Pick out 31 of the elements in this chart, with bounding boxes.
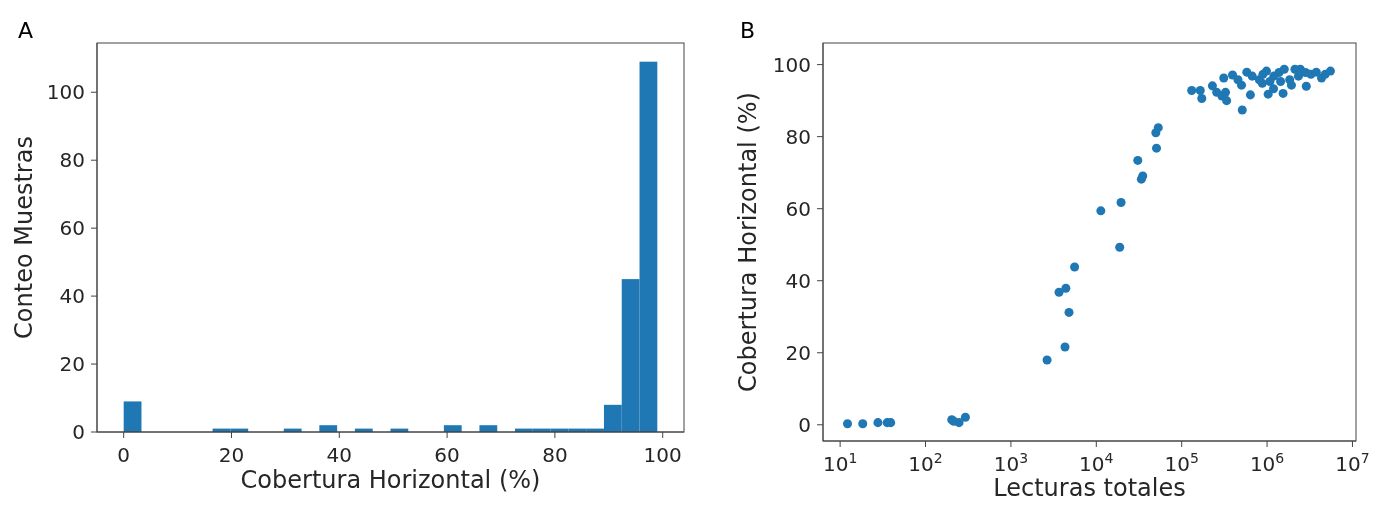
x-tick-label: 60 (434, 443, 460, 467)
chart-title: B (740, 18, 756, 43)
x-tick-label: 10$^{3}$ (993, 450, 1029, 476)
y-tick-label: 60 (59, 216, 85, 241)
x-axis-title: Cobertura Horizontal (%) (240, 466, 541, 494)
y-tick-label: 20 (59, 352, 85, 377)
y-tick-label: 40 (785, 268, 811, 293)
y-axis-title: Cobertura Horizontal (%) (734, 92, 762, 392)
x-tick-label: 10$^{1}$ (822, 450, 858, 476)
y-tick-label: 20 (785, 340, 811, 365)
x-tick-label: 10$^{2}$ (908, 450, 943, 476)
x-tick-label: 80 (542, 443, 568, 467)
y-tick-label: 60 (785, 196, 811, 221)
x-tick-label: 10$^{7}$ (1335, 450, 1370, 476)
x-tick-label: 10$^{4}$ (1079, 450, 1114, 476)
x-tick-label: 10$^{6}$ (1249, 450, 1285, 476)
x-tick-label: 100 (643, 443, 682, 467)
y-axis-title: Conteo Muestras (10, 136, 38, 339)
x-tick-label: 20 (218, 443, 245, 467)
y-tick-label: 40 (59, 284, 85, 309)
y-tick-label: 100 (772, 52, 811, 77)
y-tick-label: 0 (72, 420, 85, 444)
x-tick-label: 0 (117, 443, 131, 467)
x-tick-label: 40 (326, 443, 353, 467)
y-tick-label: 80 (59, 148, 85, 173)
x-axis-title: Lecturas totales (993, 474, 1186, 502)
y-tick-label: 0 (798, 412, 811, 437)
y-tick-label: 100 (46, 80, 85, 105)
y-tick-label: 80 (785, 124, 811, 149)
x-tick-label: 10$^{5}$ (1164, 450, 1199, 476)
chart-title: A (18, 18, 34, 43)
